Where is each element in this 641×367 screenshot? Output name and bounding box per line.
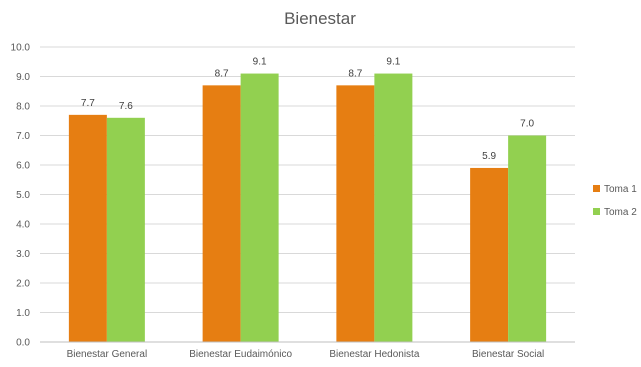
bar-1-3 xyxy=(336,85,375,342)
legend-label: Toma 1 xyxy=(604,184,637,195)
bar-1-1 xyxy=(68,114,107,342)
data-label: 8.7 xyxy=(215,68,229,79)
x-category-label: Bienestar Eudaimónico xyxy=(189,349,292,360)
legend-swatch xyxy=(593,185,600,192)
data-label: 8.7 xyxy=(348,68,362,79)
legend-label: Toma 2 xyxy=(604,207,637,218)
y-axis-ticks: 0.0 1.0 2.0 3.0 4.0 5.0 6.0 7.0 8.0 9.0 10.0 xyxy=(11,43,31,349)
bar-2-2 xyxy=(240,73,279,343)
y-tick-label: 10.0 xyxy=(11,43,31,54)
x-category-label: Bienestar Social xyxy=(472,349,544,360)
data-label: 9.1 xyxy=(386,57,400,68)
data-label: 7.7 xyxy=(81,98,95,109)
bars xyxy=(68,73,547,343)
bar-2-3 xyxy=(374,73,413,343)
y-tick-label: 3.0 xyxy=(16,249,30,260)
y-tick-label: 9.0 xyxy=(16,72,30,83)
y-tick-label: 0.0 xyxy=(16,338,30,349)
chart-title: Bienestar xyxy=(284,9,356,28)
legend: Toma 1 Toma 2 xyxy=(593,184,637,218)
y-tick-label: 7.0 xyxy=(16,131,30,142)
y-tick-label: 8.0 xyxy=(16,102,30,113)
y-tick-label: 1.0 xyxy=(16,308,30,319)
data-label: 9.1 xyxy=(253,57,267,68)
bar-1-2 xyxy=(202,85,241,342)
data-labels: 7.7 7.6 8.7 9.1 8.7 9.1 5.9 7.0 xyxy=(81,57,535,162)
x-axis-categories: Bienestar General Bienestar Eudaimónico Bi… xyxy=(67,349,545,360)
x-category-label: Bienestar General xyxy=(67,349,148,360)
bar-2-1 xyxy=(106,117,145,342)
bar-1-4 xyxy=(470,167,509,342)
x-category-label: Bienestar Hedonista xyxy=(329,349,419,360)
y-tick-label: 5.0 xyxy=(16,190,30,201)
y-tick-label: 6.0 xyxy=(16,161,30,172)
data-label: 5.9 xyxy=(482,151,496,162)
legend-swatch xyxy=(593,208,600,215)
y-tick-label: 4.0 xyxy=(16,220,30,231)
data-label: 7.6 xyxy=(119,101,133,112)
y-tick-label: 2.0 xyxy=(16,279,30,290)
data-label: 7.0 xyxy=(520,119,534,130)
bar-2-4 xyxy=(508,135,547,342)
